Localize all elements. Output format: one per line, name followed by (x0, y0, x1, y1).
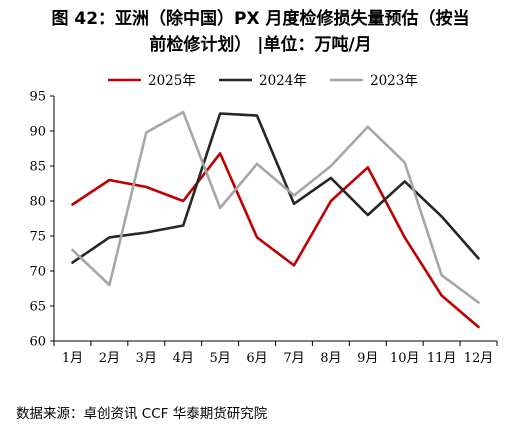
x-tick-label: 7月 (283, 351, 304, 366)
series-line-2 (71, 110, 480, 304)
series-line-0 (71, 152, 480, 329)
y-tick-label: 95 (29, 90, 46, 105)
data-source-note: 数据来源：卓创资讯 CCF 华泰期货研究院 (16, 406, 268, 422)
x-tick-label: 6月 (246, 351, 267, 366)
x-tick-label: 5月 (209, 351, 230, 366)
x-tick-label: 3月 (136, 351, 157, 366)
y-tick-label: 70 (29, 265, 46, 280)
x-tick-label: 1月 (62, 351, 83, 366)
y-tick-label: 65 (29, 300, 46, 315)
y-tick-label: 90 (29, 125, 46, 140)
legend-label-1: 2024年 (259, 73, 307, 89)
x-tick-label: 8月 (320, 351, 341, 366)
x-tick-label: 4月 (173, 351, 194, 366)
y-tick-label: 80 (29, 195, 46, 210)
legend-label-2: 2023年 (370, 73, 418, 89)
y-tick-label: 60 (29, 335, 46, 350)
y-tick-label: 75 (29, 230, 46, 245)
x-tick-label: 10月 (390, 351, 420, 366)
x-tick-label: 12月 (464, 351, 494, 366)
y-tick-label: 85 (29, 160, 46, 175)
x-tick-label: 9月 (357, 351, 378, 366)
chart-title-line-2: 前检修计划） |单位：万吨/月 (149, 35, 372, 55)
legend-label-0: 2025年 (148, 73, 196, 89)
chart-series-group (71, 110, 480, 329)
x-tick-label: 2月 (99, 351, 120, 366)
chart-axes: 60 65 70 75 80 85 90 95 1月 2月 3月 4月 5月 6月 7月 8月 9月 10月 11月… (29, 90, 498, 366)
chart-legend: 2025年 2024年 2023年 (108, 73, 418, 89)
series-line-1 (71, 112, 480, 264)
chart-title-line-1: 图 42：亚洲（除中国）PX 月度检修损失量预估（按当 (51, 9, 470, 29)
x-tick-label: 11月 (427, 351, 457, 366)
